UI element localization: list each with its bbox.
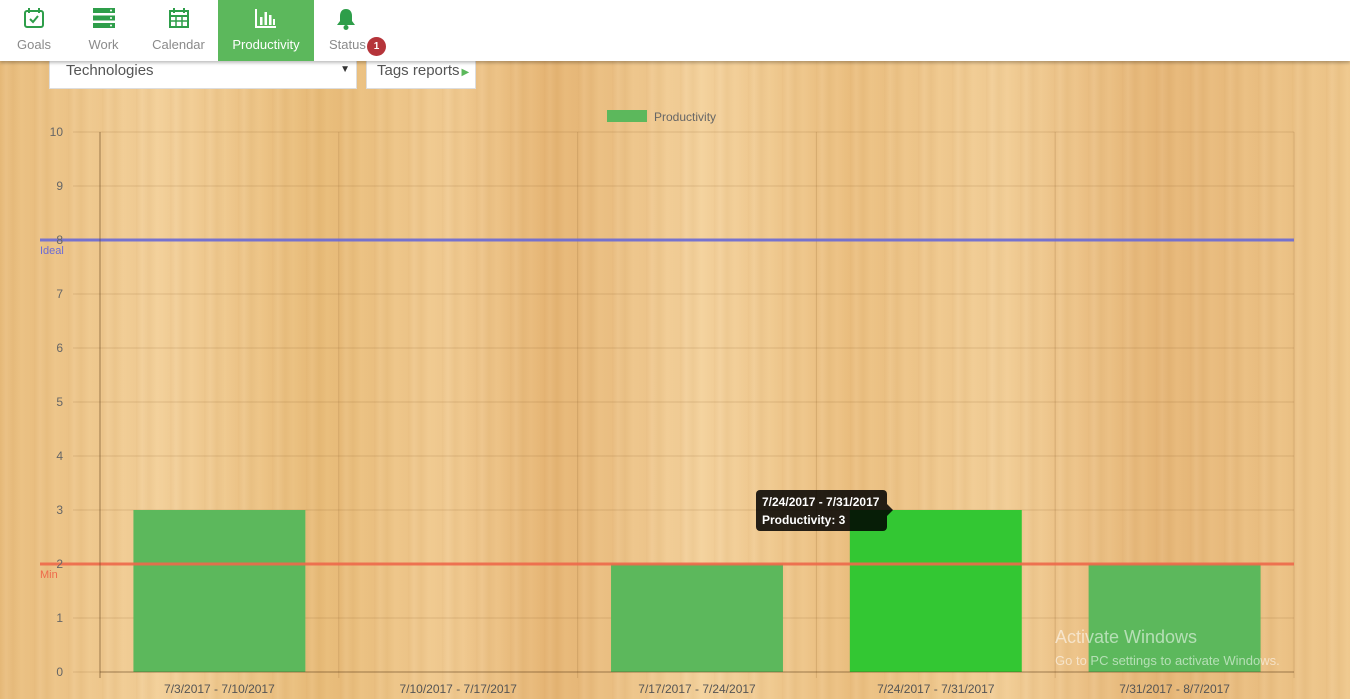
y-tick-label: 1 [56, 611, 63, 625]
bar [611, 564, 783, 672]
bar [1088, 564, 1261, 672]
watermark-subtitle: Go to PC settings to activate Windows. [1055, 653, 1280, 668]
chart-legend: Productivity [607, 110, 716, 124]
y-tick-label: 9 [56, 179, 63, 193]
calendar-check-icon [24, 8, 44, 28]
nav-goals-label: Goals [17, 37, 51, 52]
watermark-title: Activate Windows [1055, 627, 1198, 647]
chart-axes: 0 1 2 3 4 5 6 7 8 9 10 7/3/2017 - 7/10/2017 7/10/201… [50, 125, 1294, 696]
x-tick-label: 7/3/2017 - 7/10/2017 [164, 682, 275, 696]
y-tick-label: 6 [56, 341, 63, 355]
bar [133, 510, 306, 672]
chart-tooltip: 7/24/2017 - 7/31/2017 Productivity: 3 [756, 490, 893, 531]
bar-chart-icon [255, 9, 276, 28]
y-tick-label: 4 [56, 449, 63, 463]
y-tick-label: 7 [56, 287, 63, 301]
calendar-icon [168, 8, 189, 28]
nav-productivity[interactable]: Productivity [218, 0, 314, 61]
legend-swatch [607, 110, 647, 122]
nav-calendar[interactable]: Calendar [139, 0, 218, 61]
y-tick-label: 5 [56, 395, 63, 409]
caret-right-icon: ▶ [461, 67, 470, 78]
x-tick-label: 7/24/2017 - 7/31/2017 [877, 682, 995, 696]
technologies-select-value: Technologies [66, 62, 154, 79]
x-tick-label: 7/10/2017 - 7/17/2017 [399, 682, 517, 696]
windows-activation-watermark: Activate Windows Go to PC settings to ac… [1055, 627, 1280, 668]
y-tick-label: 10 [50, 125, 64, 139]
chart-bars [133, 510, 1261, 672]
tooltip-title: 7/24/2017 - 7/31/2017 [762, 495, 880, 509]
reference-lines: Ideal Min [40, 238, 1294, 581]
y-tick-label: 3 [56, 503, 63, 517]
nav-goals[interactable]: Goals [0, 0, 68, 61]
legend-label: Productivity [654, 110, 716, 124]
reference-label-min: Min [40, 569, 58, 581]
server-icon [92, 8, 115, 28]
bell-icon [337, 9, 355, 30]
reference-label-ideal: Ideal [40, 245, 64, 257]
nav-productivity-label: Productivity [232, 37, 300, 52]
bar [849, 510, 1022, 672]
status-badge: 1 [367, 37, 386, 56]
nav-calendar-label: Calendar [152, 37, 205, 52]
tags-reports-label: Tags reports [377, 62, 460, 79]
nav-work-label: Work [88, 37, 119, 52]
nav-status-label: Status [329, 37, 366, 52]
x-tick-label: 7/31/2017 - 8/7/2017 [1119, 682, 1230, 696]
y-tick-label: 8 [56, 233, 63, 247]
caret-down-icon: ▼ [340, 64, 350, 75]
top-navigation: Goals Work Calendar Producti [0, 0, 1350, 61]
nav-status[interactable]: Status [314, 0, 378, 61]
y-tick-label: 0 [56, 665, 63, 679]
tooltip-body: Productivity: 3 [762, 513, 846, 527]
x-tick-label: 7/17/2017 - 7/24/2017 [638, 682, 756, 696]
y-tick-label: 2 [56, 557, 63, 571]
nav-work[interactable]: Work [68, 0, 139, 61]
